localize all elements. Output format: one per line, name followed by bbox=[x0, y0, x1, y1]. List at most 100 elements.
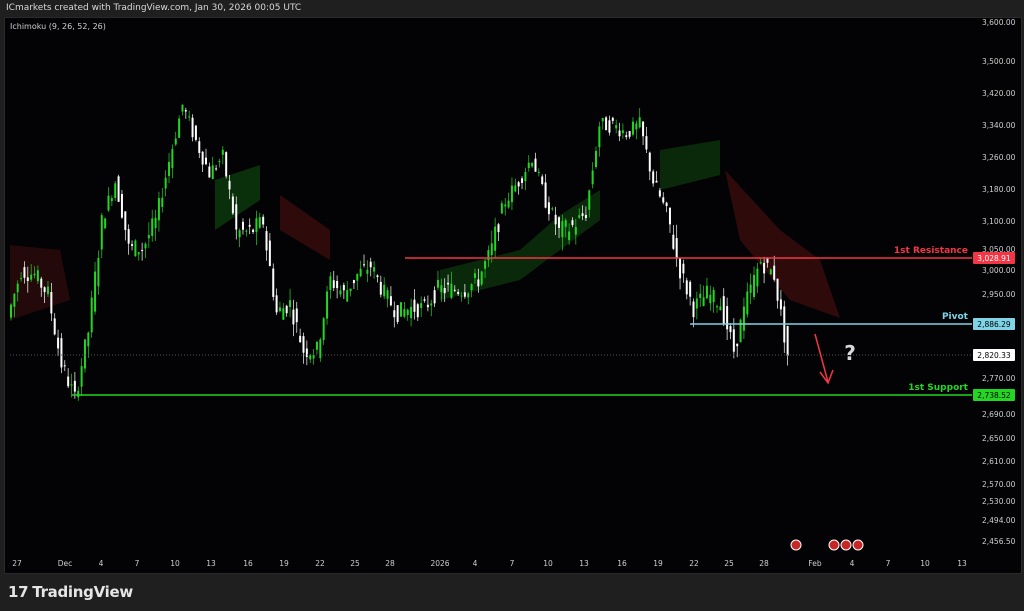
candle bbox=[507, 200, 510, 208]
candle bbox=[430, 303, 433, 306]
x-axis-tick: 7 bbox=[135, 559, 140, 568]
candle bbox=[134, 240, 137, 257]
candle bbox=[621, 130, 624, 134]
candle bbox=[10, 304, 12, 318]
x-axis-tick: 28 bbox=[759, 559, 769, 568]
candle bbox=[668, 207, 671, 225]
candle bbox=[369, 261, 372, 268]
candle bbox=[527, 162, 530, 169]
candle bbox=[191, 117, 194, 138]
x-axis-tick: 25 bbox=[724, 559, 734, 568]
candle bbox=[16, 283, 19, 293]
level-label: Pivot bbox=[942, 312, 969, 322]
candle bbox=[181, 104, 184, 112]
candle bbox=[615, 125, 618, 129]
candle bbox=[467, 293, 470, 298]
candle bbox=[642, 121, 645, 137]
candle bbox=[127, 229, 130, 244]
y-axis-tick: 2,530.00 bbox=[982, 497, 1016, 506]
candle bbox=[537, 171, 540, 173]
candle bbox=[561, 221, 564, 238]
candle bbox=[726, 306, 729, 330]
candle bbox=[574, 226, 577, 235]
candle bbox=[90, 297, 93, 333]
y-axis-tick: 3,100.00 bbox=[982, 217, 1016, 226]
candle bbox=[396, 305, 399, 322]
candle bbox=[601, 118, 604, 122]
candle bbox=[766, 257, 769, 263]
candle bbox=[144, 243, 147, 249]
candle bbox=[198, 141, 201, 153]
candle bbox=[605, 117, 608, 131]
candle bbox=[285, 305, 288, 314]
candle bbox=[174, 138, 177, 145]
candle bbox=[732, 329, 735, 352]
candle bbox=[322, 318, 325, 340]
candle bbox=[211, 165, 214, 179]
candle bbox=[215, 168, 218, 170]
x-axis-tick: 10 bbox=[920, 559, 930, 568]
candle bbox=[346, 290, 349, 302]
candle bbox=[699, 293, 702, 298]
candle bbox=[282, 308, 285, 320]
candle bbox=[97, 257, 100, 287]
economic-event-icon[interactable] bbox=[852, 539, 864, 551]
economic-event-icon[interactable] bbox=[840, 539, 852, 551]
candle bbox=[73, 380, 76, 392]
candle bbox=[581, 213, 584, 216]
candle bbox=[494, 226, 497, 251]
candle bbox=[20, 278, 23, 280]
candle bbox=[255, 218, 258, 233]
x-axis-tick: 28 bbox=[385, 559, 395, 568]
candle bbox=[558, 217, 561, 228]
candle bbox=[541, 176, 544, 185]
candle bbox=[584, 214, 587, 219]
candle bbox=[60, 338, 63, 368]
candle bbox=[342, 285, 345, 291]
candle bbox=[779, 299, 782, 310]
candle bbox=[178, 118, 181, 138]
candle bbox=[100, 215, 103, 250]
y-axis-tick: 2,690.00 bbox=[982, 410, 1016, 419]
candle bbox=[235, 204, 238, 230]
candle bbox=[319, 339, 322, 359]
ichimoku-indicator-label[interactable]: Ichimoku (9, 26, 52, 26) bbox=[10, 22, 106, 31]
candle bbox=[386, 290, 389, 299]
x-axis-tick: 27 bbox=[12, 559, 22, 568]
candle bbox=[749, 284, 752, 293]
candle bbox=[278, 307, 281, 312]
candle bbox=[416, 304, 419, 318]
candle bbox=[50, 292, 53, 314]
candle bbox=[679, 258, 682, 279]
candle bbox=[625, 135, 628, 138]
candle bbox=[379, 281, 382, 295]
candle bbox=[117, 176, 120, 202]
candle bbox=[67, 376, 70, 387]
candle bbox=[157, 198, 160, 221]
economic-event-icon[interactable] bbox=[828, 539, 840, 551]
economic-event-icon[interactable] bbox=[790, 539, 802, 551]
chart-panel[interactable] bbox=[4, 17, 1022, 574]
candle bbox=[124, 211, 127, 230]
candle bbox=[400, 302, 402, 317]
candle bbox=[205, 157, 207, 165]
price-tag-value: 2,886.29 bbox=[977, 320, 1011, 329]
ichimoku-cloud-bull bbox=[440, 190, 600, 300]
candle bbox=[645, 136, 648, 150]
x-axis-tick: 2026 bbox=[430, 559, 449, 568]
candle bbox=[154, 217, 157, 229]
candle bbox=[309, 355, 312, 360]
candle bbox=[692, 301, 695, 318]
candle bbox=[595, 150, 597, 168]
candle bbox=[480, 271, 483, 285]
candle bbox=[104, 218, 107, 229]
candle bbox=[312, 354, 315, 359]
candle bbox=[470, 284, 473, 291]
candle bbox=[477, 279, 480, 287]
candle bbox=[218, 161, 221, 163]
candle bbox=[689, 281, 692, 297]
x-axis-tick: 10 bbox=[170, 559, 180, 568]
current-price-tag bbox=[973, 349, 1015, 361]
candle bbox=[245, 230, 248, 232]
